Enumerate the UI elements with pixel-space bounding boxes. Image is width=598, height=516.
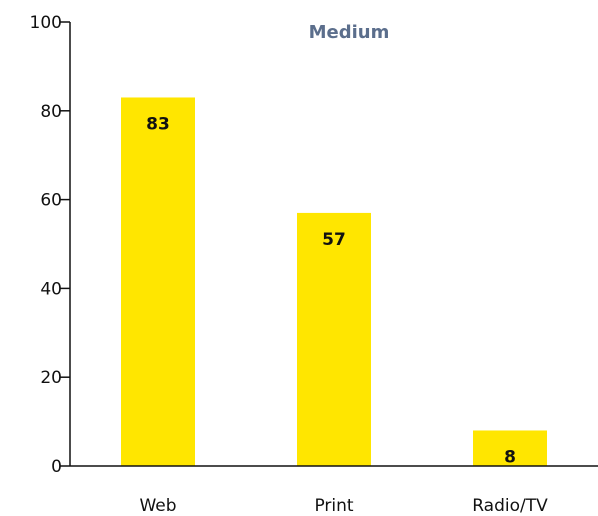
bar-radio-tv bbox=[473, 430, 547, 466]
y-tick-label: 20 bbox=[40, 368, 62, 388]
data-label: 83 bbox=[146, 114, 170, 134]
y-tick-label: 40 bbox=[40, 279, 62, 299]
y-tick-label: 100 bbox=[30, 13, 62, 33]
x-tick-label: Radio/TV bbox=[472, 496, 548, 516]
x-tick-label: Web bbox=[139, 496, 176, 516]
y-tick-label: 60 bbox=[40, 191, 62, 211]
y-tick-label: 80 bbox=[40, 102, 62, 122]
y-tick-label: 0 bbox=[51, 457, 62, 477]
data-label: 8 bbox=[504, 447, 516, 467]
x-tick-label: Print bbox=[314, 496, 353, 516]
bar-print bbox=[297, 212, 371, 466]
bar-web bbox=[121, 97, 195, 466]
data-label: 57 bbox=[322, 230, 346, 250]
chart-title: Medium bbox=[309, 22, 390, 43]
